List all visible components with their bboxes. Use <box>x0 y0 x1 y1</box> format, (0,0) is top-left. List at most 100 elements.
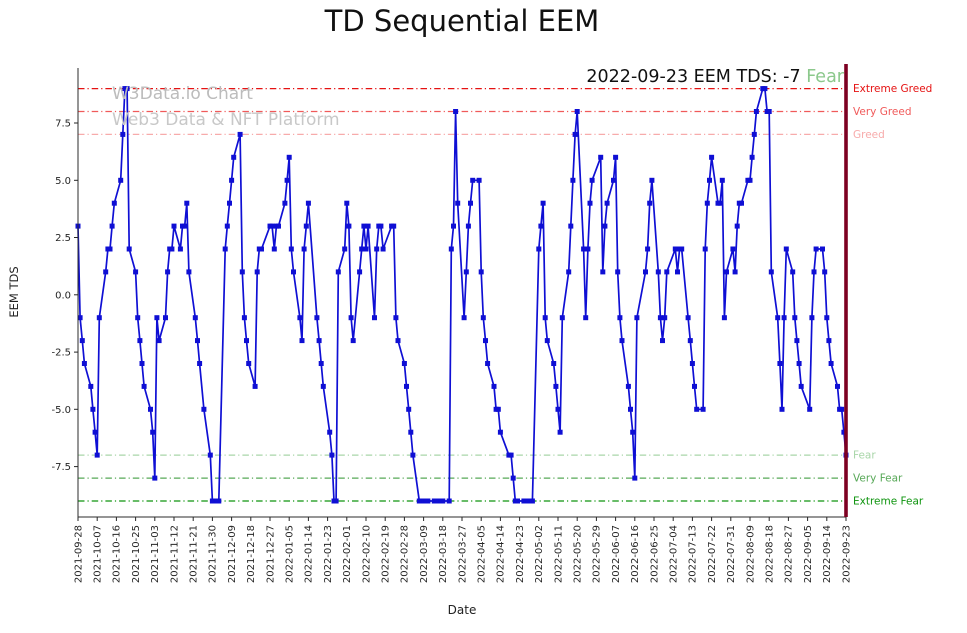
data-point-marker <box>92 429 98 435</box>
data-point-marker <box>657 315 663 321</box>
ref-line-label: Greed <box>853 129 885 141</box>
data-point-marker <box>724 269 729 275</box>
x-tick-label: 2022-02-10 <box>361 525 372 583</box>
data-point-marker <box>826 338 832 344</box>
data-point-marker <box>555 406 561 412</box>
x-tick-label: 2022-02-01 <box>342 525 353 583</box>
data-point-marker <box>357 269 363 275</box>
data-point-marker <box>350 338 356 344</box>
data-point-marker <box>79 338 85 344</box>
ref-line-label: Extreme Greed <box>853 83 932 95</box>
data-point-marker <box>425 498 431 504</box>
data-point-marker <box>798 383 804 389</box>
data-point-marker <box>284 177 290 183</box>
data-point-marker <box>685 315 691 321</box>
data-point-marker <box>749 154 755 160</box>
x-tick-label: 2022-03-27 <box>457 525 468 583</box>
data-point-marker <box>495 406 501 412</box>
data-point-marker <box>333 498 339 504</box>
data-point-marker <box>177 246 183 252</box>
data-point-marker <box>303 223 309 229</box>
x-tick-label: 2022-06-07 <box>611 525 622 583</box>
data-point-marker <box>828 361 834 366</box>
data-point-marker <box>615 269 621 275</box>
data-point-marker <box>346 223 352 229</box>
data-point-marker <box>485 361 491 366</box>
data-point-marker <box>719 177 725 183</box>
data-point-marker <box>301 246 307 252</box>
x-tick-label: 2021-11-21 <box>189 525 200 583</box>
data-point-marker <box>184 200 190 206</box>
data-point-marker <box>734 223 740 229</box>
data-point-marker <box>583 315 589 321</box>
data-point-marker <box>721 315 727 321</box>
x-tick-label: 2022-01-14 <box>304 525 315 583</box>
data-point-marker <box>794 338 800 344</box>
y-axis-label: EEM TDS <box>7 266 21 318</box>
data-point-marker <box>775 315 781 321</box>
x-tick-label: 2022-05-02 <box>534 525 545 583</box>
data-point-marker <box>344 200 350 206</box>
x-tick-label: 2021-10-16 <box>112 525 123 583</box>
data-point-marker <box>655 269 661 275</box>
x-tick-label: 2022-09-14 <box>822 525 833 583</box>
data-point-marker <box>246 361 252 366</box>
data-point-marker <box>766 109 772 114</box>
ref-line-label: Extreme Fear <box>853 496 924 508</box>
data-point-marker <box>297 315 303 321</box>
x-axis-label: Date <box>447 603 477 617</box>
data-point-marker <box>839 406 845 412</box>
data-point-marker <box>374 246 380 252</box>
data-point-marker <box>271 246 277 252</box>
data-point-marker <box>186 269 192 275</box>
x-tick-label: 2021-10-07 <box>93 525 104 583</box>
x-tick-label: 2022-09-23 <box>841 525 852 583</box>
data-point-marker <box>645 246 651 252</box>
data-point-marker <box>227 200 232 206</box>
data-point-marker <box>124 86 130 92</box>
data-point-marker <box>237 131 243 137</box>
data-point-marker <box>649 177 655 183</box>
data-point-marker <box>440 498 446 504</box>
data-point-marker <box>404 383 409 389</box>
data-point-marker <box>739 200 744 206</box>
data-point-marker <box>103 269 109 275</box>
x-tick-label: 2022-02-19 <box>381 525 392 583</box>
x-tick-label: 2022-03-18 <box>438 525 449 583</box>
data-point-marker <box>229 177 235 183</box>
data-point-marker <box>276 223 281 229</box>
data-point-marker <box>120 131 126 137</box>
x-tick-label: 2021-11-12 <box>169 525 180 583</box>
data-point-marker <box>544 338 550 344</box>
data-point-marker <box>581 246 587 252</box>
data-point-marker <box>536 246 542 252</box>
data-point-marker <box>222 246 228 252</box>
data-point-marker <box>451 223 456 229</box>
data-point-marker <box>282 200 288 206</box>
data-point-marker <box>269 223 275 229</box>
data-point-marker <box>730 246 736 252</box>
data-point-marker <box>717 200 723 206</box>
data-point-marker <box>604 200 610 206</box>
data-point-marker <box>613 154 619 160</box>
data-point-marker <box>662 315 668 321</box>
data-point-marker <box>468 200 473 206</box>
y-tick-label: -5.0 <box>51 405 71 416</box>
y-tick-label: 7.5 <box>55 119 71 130</box>
data-point-marker <box>630 429 636 435</box>
series-line <box>77 87 847 502</box>
data-point-marker <box>572 131 578 137</box>
data-point-marker <box>707 177 712 183</box>
data-point-marker <box>687 338 693 344</box>
data-point-marker <box>224 223 230 229</box>
data-point-marker <box>777 361 783 366</box>
data-point-marker <box>809 315 815 321</box>
data-point-marker <box>689 361 695 366</box>
data-point-marker <box>135 315 141 321</box>
data-point-marker <box>542 315 548 321</box>
data-point-marker <box>807 406 813 412</box>
data-point-marker <box>118 177 124 183</box>
data-point-marker <box>163 315 168 321</box>
data-point-marker <box>465 223 471 229</box>
